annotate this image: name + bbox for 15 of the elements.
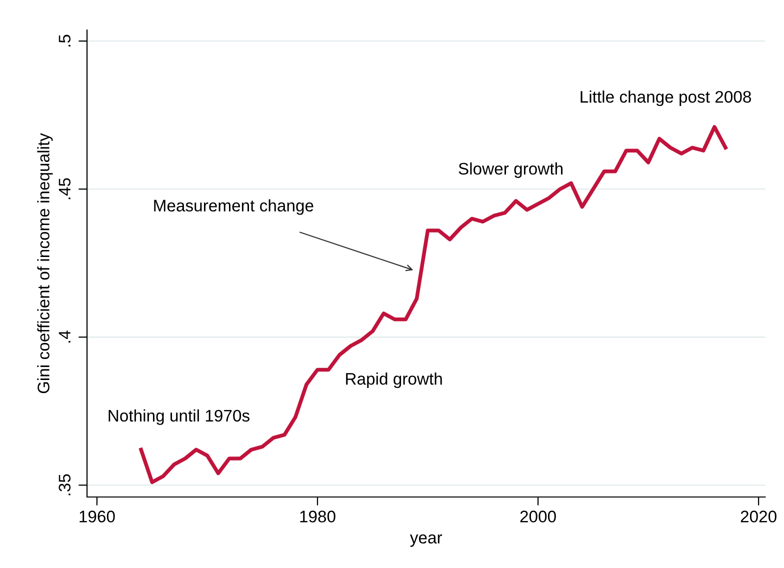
x-tick-label: 1960 <box>80 510 115 522</box>
annotation: Rapid growth <box>346 372 442 388</box>
y-tick-label: .5 <box>58 34 71 46</box>
annotation: Nothing until 1970s <box>108 409 250 425</box>
y-axis-title: Gini coefficient of income inequality <box>37 133 53 394</box>
x-axis-title: year <box>410 534 442 547</box>
annotation: Measurement change <box>154 199 314 215</box>
y-tick-label: .35 <box>58 474 71 496</box>
x-tick-label: 2000 <box>520 510 556 522</box>
y-tick-label: .4 <box>58 330 70 343</box>
annotation: Little change post 2008 <box>580 90 751 106</box>
annotation: Slower growth <box>458 162 562 178</box>
x-tick-label: 1980 <box>300 510 336 522</box>
y-tick-label: .45 <box>58 178 71 200</box>
x-tick-label: 2020 <box>740 510 776 522</box>
